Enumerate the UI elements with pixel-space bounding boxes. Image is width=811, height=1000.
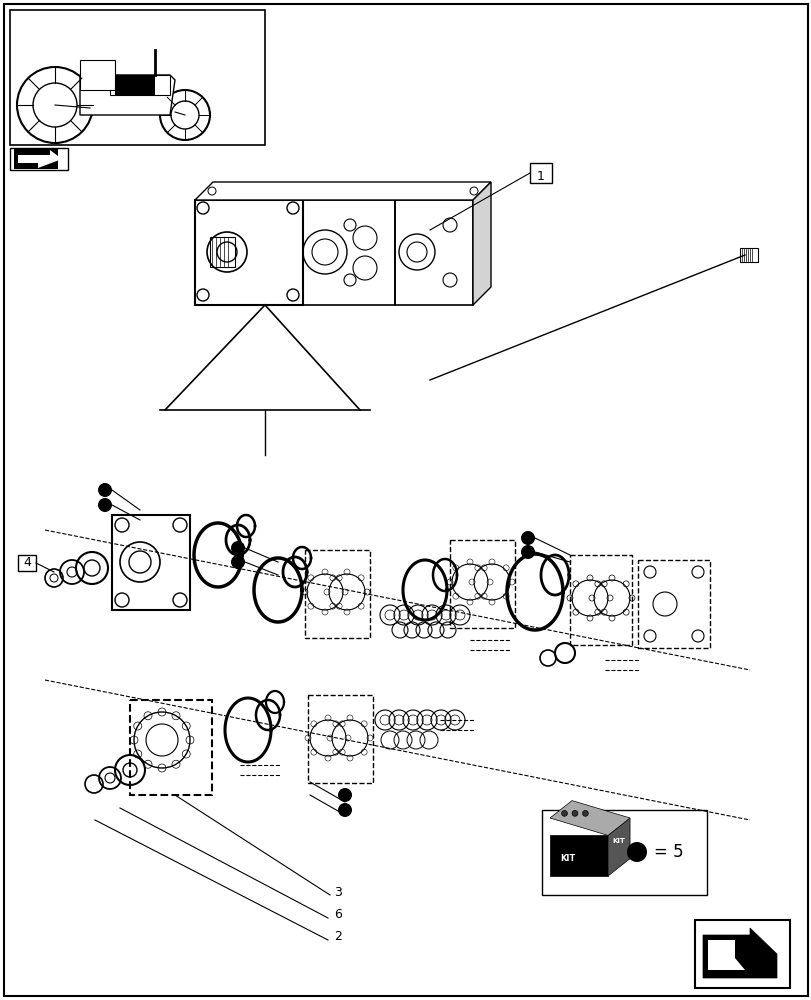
Bar xyxy=(195,200,303,305)
Text: KIT: KIT xyxy=(559,854,574,863)
Polygon shape xyxy=(195,182,491,200)
Bar xyxy=(303,200,394,305)
Polygon shape xyxy=(18,150,62,168)
Circle shape xyxy=(521,545,534,559)
Polygon shape xyxy=(549,801,629,835)
Polygon shape xyxy=(14,149,58,169)
Bar xyxy=(10,148,68,170)
Bar xyxy=(394,200,473,305)
Text: = 5: = 5 xyxy=(653,843,683,861)
Circle shape xyxy=(571,810,577,816)
Circle shape xyxy=(98,483,112,497)
Circle shape xyxy=(581,810,587,816)
Circle shape xyxy=(98,498,112,512)
Polygon shape xyxy=(115,75,155,95)
Bar xyxy=(130,700,212,795)
Bar xyxy=(637,560,709,648)
Text: 3: 3 xyxy=(333,886,341,899)
Polygon shape xyxy=(607,818,629,876)
Bar xyxy=(10,10,264,145)
Bar xyxy=(307,695,372,783)
Circle shape xyxy=(561,810,567,816)
Circle shape xyxy=(626,842,646,862)
Polygon shape xyxy=(702,928,776,978)
Polygon shape xyxy=(473,182,491,305)
Text: 6: 6 xyxy=(333,908,341,921)
Bar xyxy=(305,550,370,638)
Bar xyxy=(18,555,36,571)
Bar xyxy=(739,248,757,262)
Polygon shape xyxy=(549,835,607,876)
Bar xyxy=(112,515,190,610)
Text: 4: 4 xyxy=(23,556,31,570)
Polygon shape xyxy=(80,60,115,90)
Text: 1: 1 xyxy=(536,170,544,183)
Polygon shape xyxy=(109,75,169,95)
Bar xyxy=(541,810,706,895)
Text: 2: 2 xyxy=(333,930,341,943)
Polygon shape xyxy=(707,940,744,970)
Bar xyxy=(694,920,789,988)
Polygon shape xyxy=(80,75,175,115)
Bar xyxy=(569,555,631,645)
Circle shape xyxy=(337,788,351,802)
Bar xyxy=(530,163,551,183)
Bar xyxy=(449,540,514,628)
Circle shape xyxy=(337,803,351,817)
Circle shape xyxy=(230,541,245,555)
Circle shape xyxy=(521,531,534,545)
Bar xyxy=(210,237,234,267)
Circle shape xyxy=(230,555,245,569)
Text: KIT: KIT xyxy=(611,838,624,844)
